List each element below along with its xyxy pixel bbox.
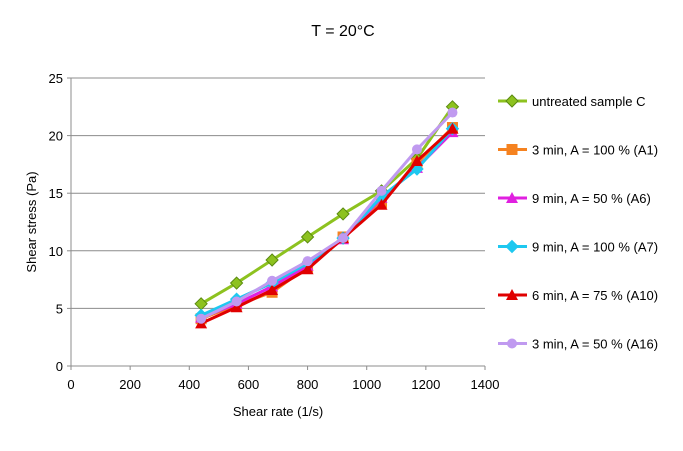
legend-marker <box>506 144 518 155</box>
legend-label: 9 min, A = 100 % (A7) <box>532 240 658 255</box>
legend-entry: 9 min, A = 100 % (A7) <box>498 240 658 255</box>
data-point <box>302 256 313 267</box>
axes <box>67 77 486 370</box>
data-point <box>336 207 350 221</box>
legend-marker <box>507 338 517 349</box>
x-tick-label: 400 <box>178 377 200 392</box>
legend: untreated sample C 3 min, A = 100 % (A1) 9… <box>498 94 658 352</box>
series-line <box>200 111 454 321</box>
data-point <box>229 276 244 290</box>
series-line <box>200 127 454 325</box>
series-5 <box>196 107 458 324</box>
data-point <box>338 233 349 244</box>
data-point <box>446 122 459 134</box>
data-point <box>265 253 279 267</box>
y-tick-label: 5 <box>56 301 63 316</box>
x-tick-label: 0 <box>67 377 74 392</box>
y-tick-label: 0 <box>56 359 63 374</box>
x-tick-label: 800 <box>297 377 319 392</box>
x-tick-label: 1000 <box>352 377 381 392</box>
legend-label: 9 min, A = 50 % (A6) <box>532 191 651 206</box>
series-line <box>200 105 454 306</box>
data-point <box>447 107 458 118</box>
data-point <box>266 283 279 295</box>
data-point <box>375 198 388 210</box>
legend-label: 3 min, A = 100 % (A1) <box>532 143 658 158</box>
legend-marker <box>506 192 518 203</box>
legend-entry: 9 min, A = 50 % (A6) <box>498 191 651 206</box>
data-point <box>300 230 315 244</box>
y-tick-label: 20 <box>49 129 63 144</box>
x-tick-label: 1400 <box>471 377 500 392</box>
y-tick-labels: 0 5 10 15 20 25 <box>49 71 63 374</box>
data-point <box>231 296 242 307</box>
y-tick-label: 15 <box>49 186 63 201</box>
series-4 <box>195 122 459 329</box>
data-point <box>196 313 207 324</box>
chart-title: T = 20°C <box>311 23 374 40</box>
legend-entry: 3 min, A = 100 % (A1) <box>498 143 658 158</box>
data-point <box>267 275 278 286</box>
legend-marker <box>505 94 519 108</box>
legend-entry: 3 min, A = 50 % (A16) <box>498 337 658 352</box>
x-tick-label: 1200 <box>411 377 440 392</box>
data-point <box>411 144 422 155</box>
x-tick-label: 200 <box>119 377 141 392</box>
x-axis-label: Shear rate (1/s) <box>233 404 323 419</box>
legend-entry: 6 min, A = 75 % (A10) <box>498 288 658 303</box>
grid-lines <box>71 77 485 309</box>
series-group <box>194 100 460 329</box>
series-0 <box>194 100 460 311</box>
y-tick-label: 25 <box>49 71 63 86</box>
legend-label: untreated sample C <box>532 94 645 109</box>
data-point <box>230 301 243 313</box>
legend-marker <box>505 239 519 254</box>
legend-marker <box>506 289 518 300</box>
data-point <box>410 154 423 166</box>
legend-entry: untreated sample C <box>498 94 645 109</box>
y-axis-label: Shear stress (Pa) <box>24 171 39 272</box>
x-tick-labels: 0 200 400 600 800 1000 1200 1400 <box>67 377 499 392</box>
y-tick-label: 10 <box>49 244 63 259</box>
data-point <box>376 185 387 196</box>
legend-label: 3 min, A = 50 % (A16) <box>532 337 658 352</box>
data-point <box>301 263 314 275</box>
legend-label: 6 min, A = 75 % (A10) <box>532 288 658 303</box>
x-tick-label: 600 <box>238 377 260 392</box>
